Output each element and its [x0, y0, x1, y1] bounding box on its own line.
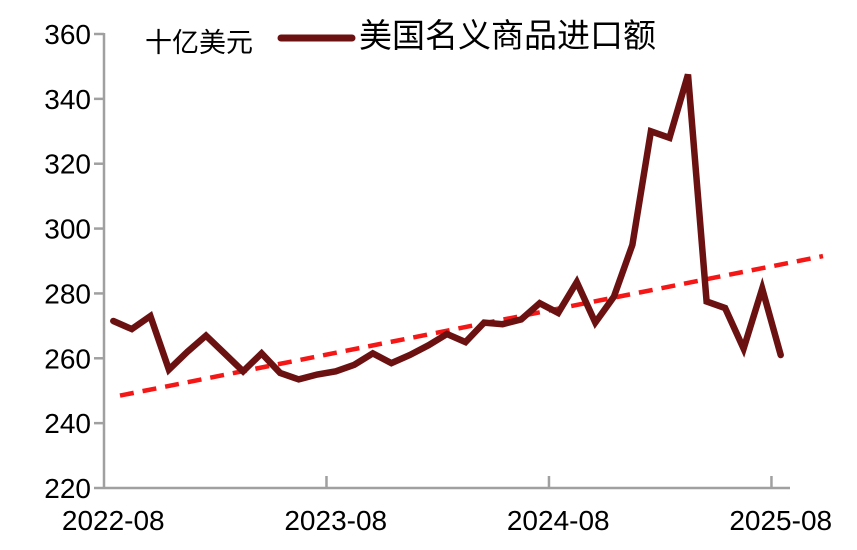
y-tick-label-300: 300 [44, 214, 91, 245]
y-tick-label-280: 280 [44, 278, 91, 309]
x-tick-label-2023-08: 2023-08 [284, 505, 387, 536]
x-axis-ticks [325, 476, 773, 488]
y-tick-label-360: 360 [44, 19, 91, 50]
x-axis-labels: 2022-08 2023-08 2024-08 2025-08 [62, 505, 832, 536]
legend: 美国名义商品进口额 [277, 17, 656, 54]
trend-line [119, 253, 824, 398]
y-tick-label-320: 320 [44, 149, 91, 180]
x-tick-label-2024-08: 2024-08 [507, 505, 610, 536]
unit-label: 十亿美元 [145, 28, 253, 58]
y-tick-label-240: 240 [44, 408, 91, 439]
y-axis-ticks [94, 32, 104, 490]
y-tick-label-260: 260 [44, 343, 91, 374]
legend-label: 美国名义商品进口额 [359, 17, 656, 54]
y-axis-labels: 220 240 260 280 300 320 340 360 [44, 19, 91, 504]
y-tick-label-220: 220 [44, 473, 91, 504]
x-tick-label-2022-08: 2022-08 [62, 505, 165, 536]
y-tick-label-340: 340 [44, 84, 91, 115]
imports-data-line [110, 73, 784, 383]
x-tick-label-2025-08: 2025-08 [729, 505, 832, 536]
